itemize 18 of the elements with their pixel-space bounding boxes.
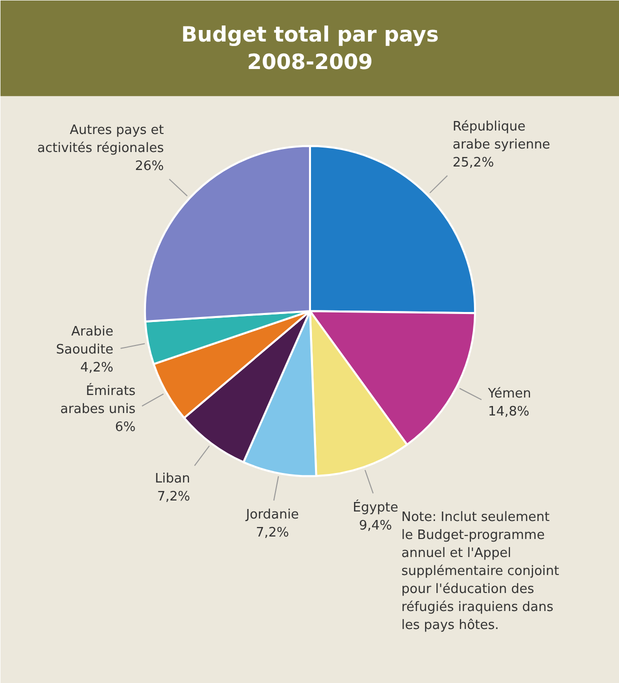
data-label: 6% [114,420,136,436]
slice-label: Égypte [352,498,398,516]
data-label: 25,2% [452,155,494,170]
slice-label: République arabe syrienne [452,119,550,152]
data-label: 4,2% [80,360,114,376]
data-label: 14,8% [488,404,530,420]
data-label: 7,2% [256,526,289,541]
data-label: 7,2% [157,490,190,505]
slice-label: Autres pays et activités régionales [37,123,164,156]
slice-label: Jordanie [244,508,299,523]
slice-label: Émirats arabes unis [60,382,136,418]
chart-title: Budget total par pays 2008-2009 [181,22,439,74]
slice-label: Liban [154,472,190,487]
data-label: 26% [134,159,164,174]
text: Note: Inclut seulement le Budget-programme annuel et l'Appel supplémentaire conjoint pour l'éducation des réfugiés iraquiens dans les pays hôtes. [401,510,560,633]
slice-label: Yémen [487,386,532,402]
data-label: 9,4% [359,518,392,534]
slice-label: Arabie Saoudite [56,324,114,358]
